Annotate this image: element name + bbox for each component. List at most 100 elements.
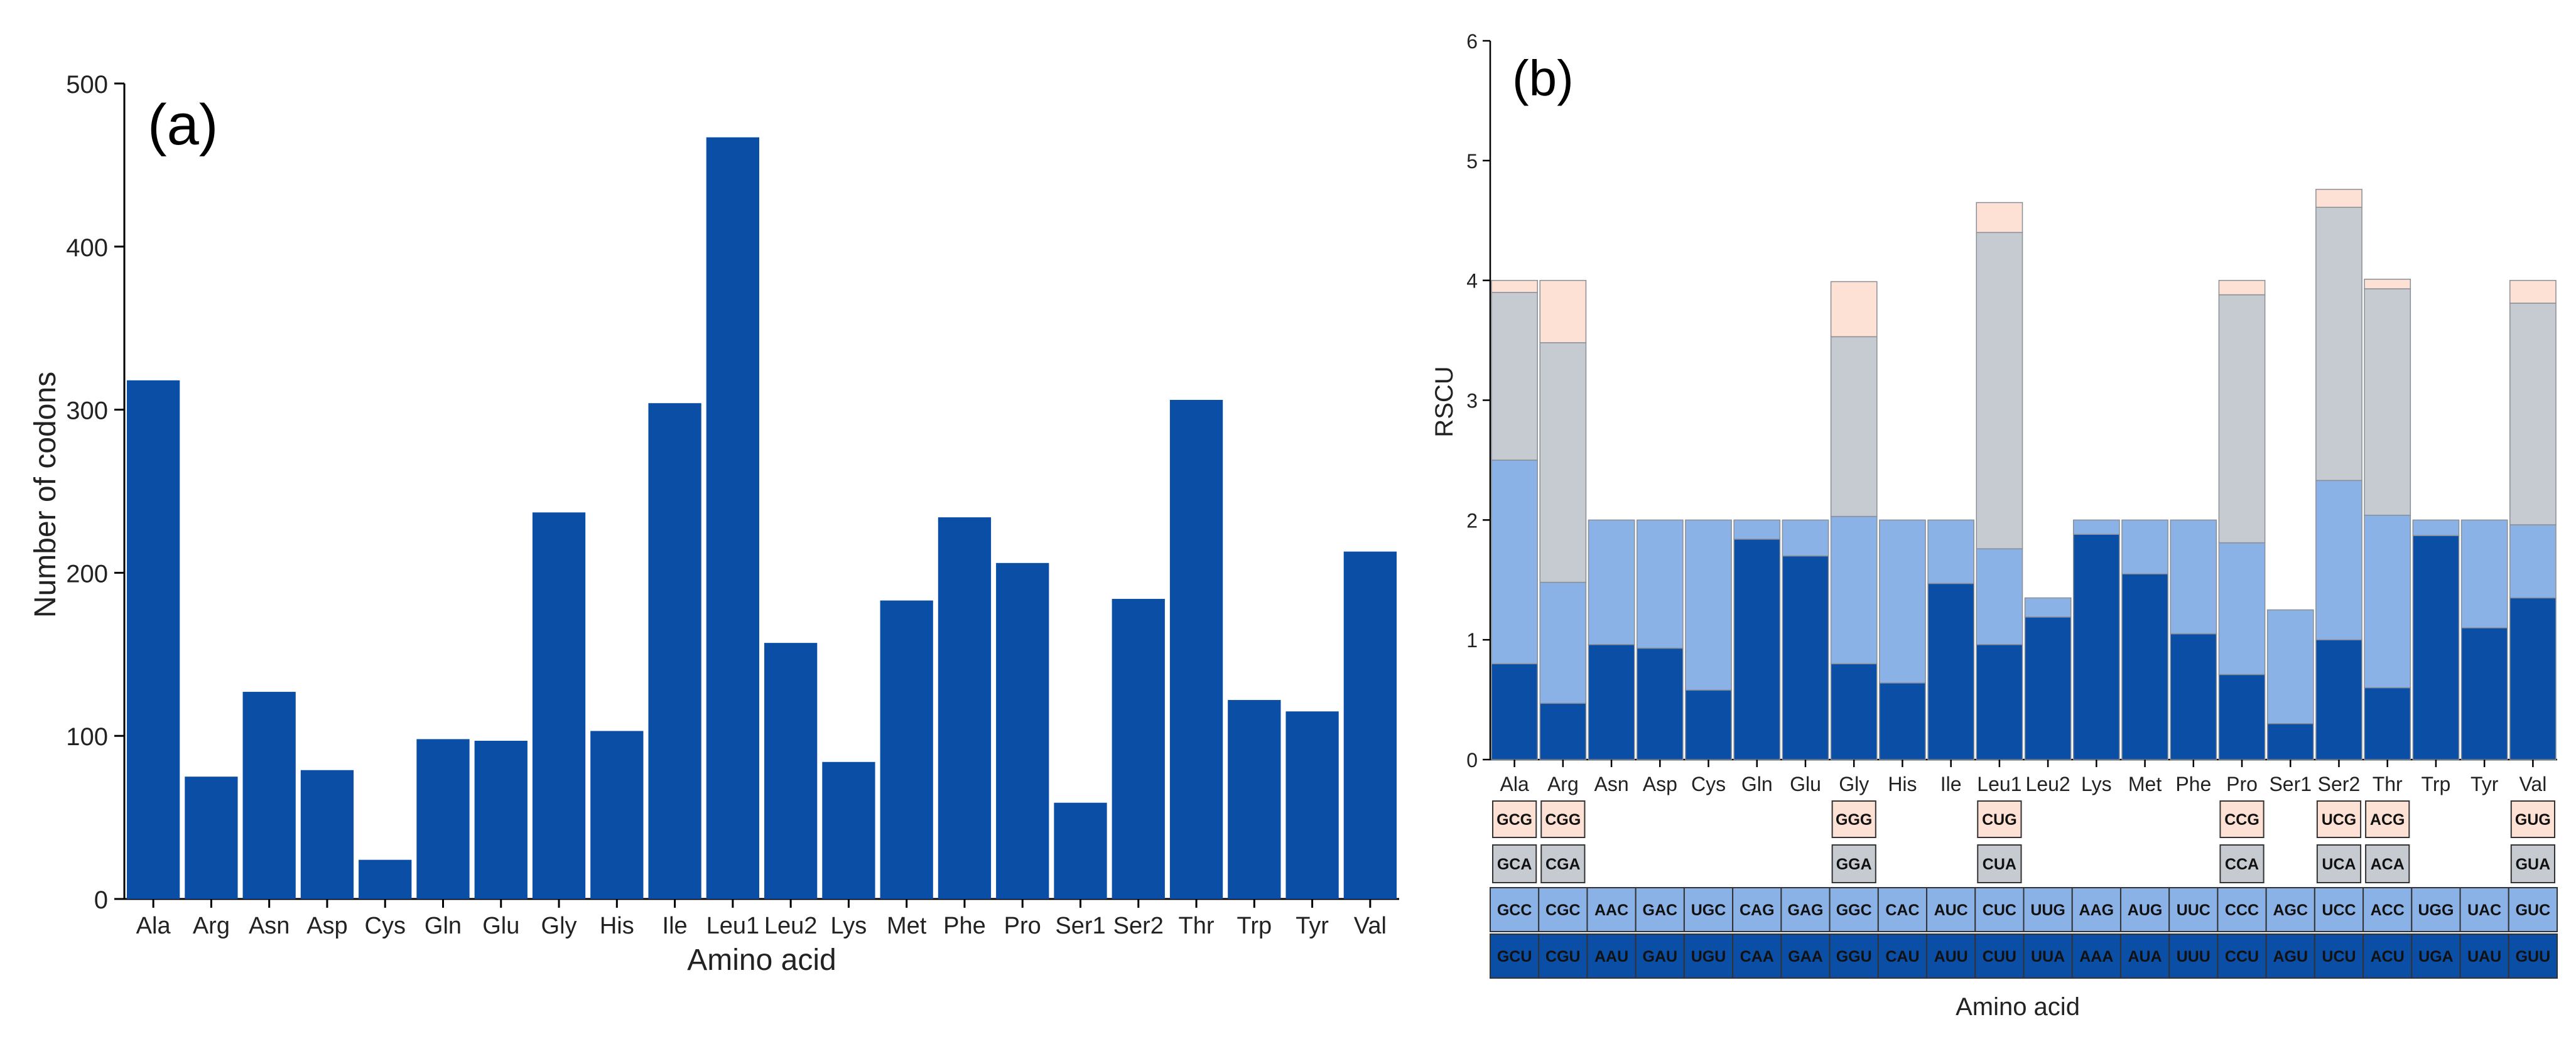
b-seg-gcc: [1491, 460, 1538, 665]
b-codon-label: GGU: [1836, 948, 1872, 966]
b-codon-label: GGG: [1836, 811, 1872, 829]
b-seg-agu: [2266, 723, 2314, 760]
b-codon-cell: [2508, 933, 2558, 979]
b-seg-ccg: [2218, 279, 2266, 296]
panel-a-label: (a): [148, 93, 218, 157]
b-codon-label: CAG: [1740, 901, 1775, 919]
b-seg-cug: [1976, 202, 2023, 234]
b-y-tick-label: 6: [1466, 30, 1478, 53]
b-codon-label: GGC: [1836, 901, 1872, 919]
b-codon-label: CUC: [1983, 901, 2016, 919]
b-codon-label: CCC: [2225, 901, 2259, 919]
b-codon-cell: [2071, 933, 2121, 979]
a-x-tick-label: Phe: [943, 913, 986, 939]
b-codon-cell: [1831, 844, 1876, 883]
b-seg-acu: [2364, 687, 2411, 760]
b-seg-ugg: [2412, 519, 2460, 536]
b-seg-uuu: [2170, 633, 2217, 760]
b-codon-label: AGC: [2273, 901, 2308, 919]
a-x-tick-label: Ser2: [1113, 913, 1164, 939]
b-codon-label: AUA: [2128, 948, 2162, 966]
b-codon-cell: [1831, 800, 1876, 838]
b-codon-cell: [2362, 887, 2413, 932]
b-codon-label: CGA: [1545, 856, 1581, 873]
b-codon-cell: [1683, 933, 1734, 979]
b-codon-label: GAC: [1643, 901, 1678, 919]
b-codon-label: GUG: [2515, 811, 2551, 829]
b-codon-cell: [2365, 800, 2410, 838]
b-codon-label: CUG: [1982, 811, 2017, 829]
b-codon-cell: [2265, 933, 2315, 979]
b-seg-gcg: [1491, 279, 1538, 293]
b-seg-cga: [1539, 342, 1587, 583]
b-codon-label: ACA: [2371, 856, 2405, 873]
b-seg-caa: [1733, 539, 1781, 760]
b-seg-guc: [2509, 524, 2557, 599]
panel-b: 0 1 2 3 4 5 6 Ala GCU GCC GCA GCG Arg CGU CGC CGA CGG Asn…: [1466, 30, 2558, 979]
b-seg-uac: [2460, 519, 2508, 628]
b-codon-label: GAU: [1643, 948, 1678, 966]
a-bar-lys: [822, 761, 875, 899]
a-x-tick-label: Met: [887, 913, 927, 939]
b-codon-label: UUG: [2030, 901, 2065, 919]
b-codon-label: UCG: [2322, 811, 2357, 829]
b-codon-label: CGU: [1545, 948, 1581, 966]
b-seg-aaa: [2072, 534, 2120, 760]
b-seg-aac: [1588, 519, 1635, 645]
b-codon-cell: [1977, 800, 2022, 838]
b-seg-aua: [2121, 573, 2168, 760]
a-x-tick-label: Gly: [541, 913, 577, 939]
a-bar-gln: [416, 739, 470, 899]
b-seg-aca: [2364, 288, 2411, 516]
b-seg-cuu: [1976, 644, 2023, 760]
a-bar-leu2: [764, 643, 818, 899]
b-seg-agc: [2266, 609, 2314, 724]
b-seg-cca: [2218, 294, 2266, 544]
b-seg-gaa: [1782, 555, 1829, 760]
b-codon-cell: [1683, 887, 1734, 932]
b-x-tick-label: Pro: [2226, 773, 2258, 795]
b-codon-cell: [1829, 887, 1879, 932]
b-codon-cell: [2071, 887, 2121, 932]
b-x-tick-label: Ser2: [2318, 773, 2361, 795]
b-codon-label: UCA: [2322, 856, 2356, 873]
b-codon-label: AAC: [1594, 901, 1628, 919]
panel-a: 0 100 200 300 400 500 Ala Arg Asn Asp Cys Gln Glu Gly…: [66, 71, 1399, 939]
b-codon-label: GCU: [1497, 948, 1532, 966]
b-codon-cell: [1538, 933, 1588, 979]
a-bar-cys: [359, 859, 412, 899]
panel-b-label: (b): [1512, 50, 1574, 106]
b-x-tick-label: Ala: [1500, 773, 1529, 795]
a-x-tick-label: Asp: [306, 913, 347, 939]
a-bar-phe: [938, 517, 992, 899]
b-seg-gca: [1491, 292, 1538, 461]
a-bar-ser1: [1054, 802, 1107, 899]
b-seg-ucu: [2315, 639, 2362, 760]
b-codon-label: GAA: [1788, 948, 1823, 966]
b-x-tick-label: Gln: [1741, 773, 1773, 795]
b-codon-label: AUG: [2128, 901, 2163, 919]
a-bar-ala: [127, 380, 180, 899]
b-x-tick-label: Ser1: [2269, 773, 2312, 795]
b-seg-ugc: [1685, 519, 1732, 691]
b-x-tick-label: Val: [2519, 773, 2546, 795]
b-codon-cell: [1586, 933, 1637, 979]
b-codon-label: CCA: [2225, 856, 2259, 873]
panel-a-ylabel: Number of codons: [29, 372, 62, 618]
b-seg-ccu: [2218, 674, 2266, 760]
b-codon-label: ACC: [2371, 901, 2405, 919]
b-codon-label: AUU: [1934, 948, 1968, 966]
b-codon-cell: [2023, 887, 2073, 932]
b-codon-cell: [2510, 800, 2555, 838]
b-codon-cell: [2316, 800, 2362, 838]
a-y-tick-label: 300: [66, 397, 108, 425]
a-x-tick-label: Asn: [249, 913, 290, 939]
b-codon-label: GAG: [1788, 901, 1824, 919]
a-bar-leu1: [706, 137, 759, 899]
b-codon-label: CGC: [1545, 901, 1581, 919]
b-x-tick-label: Ile: [1940, 773, 1962, 795]
b-seg-ggc: [1830, 515, 1878, 665]
b-seg-cau: [1879, 682, 1926, 760]
b-seg-ccc: [2218, 542, 2266, 675]
